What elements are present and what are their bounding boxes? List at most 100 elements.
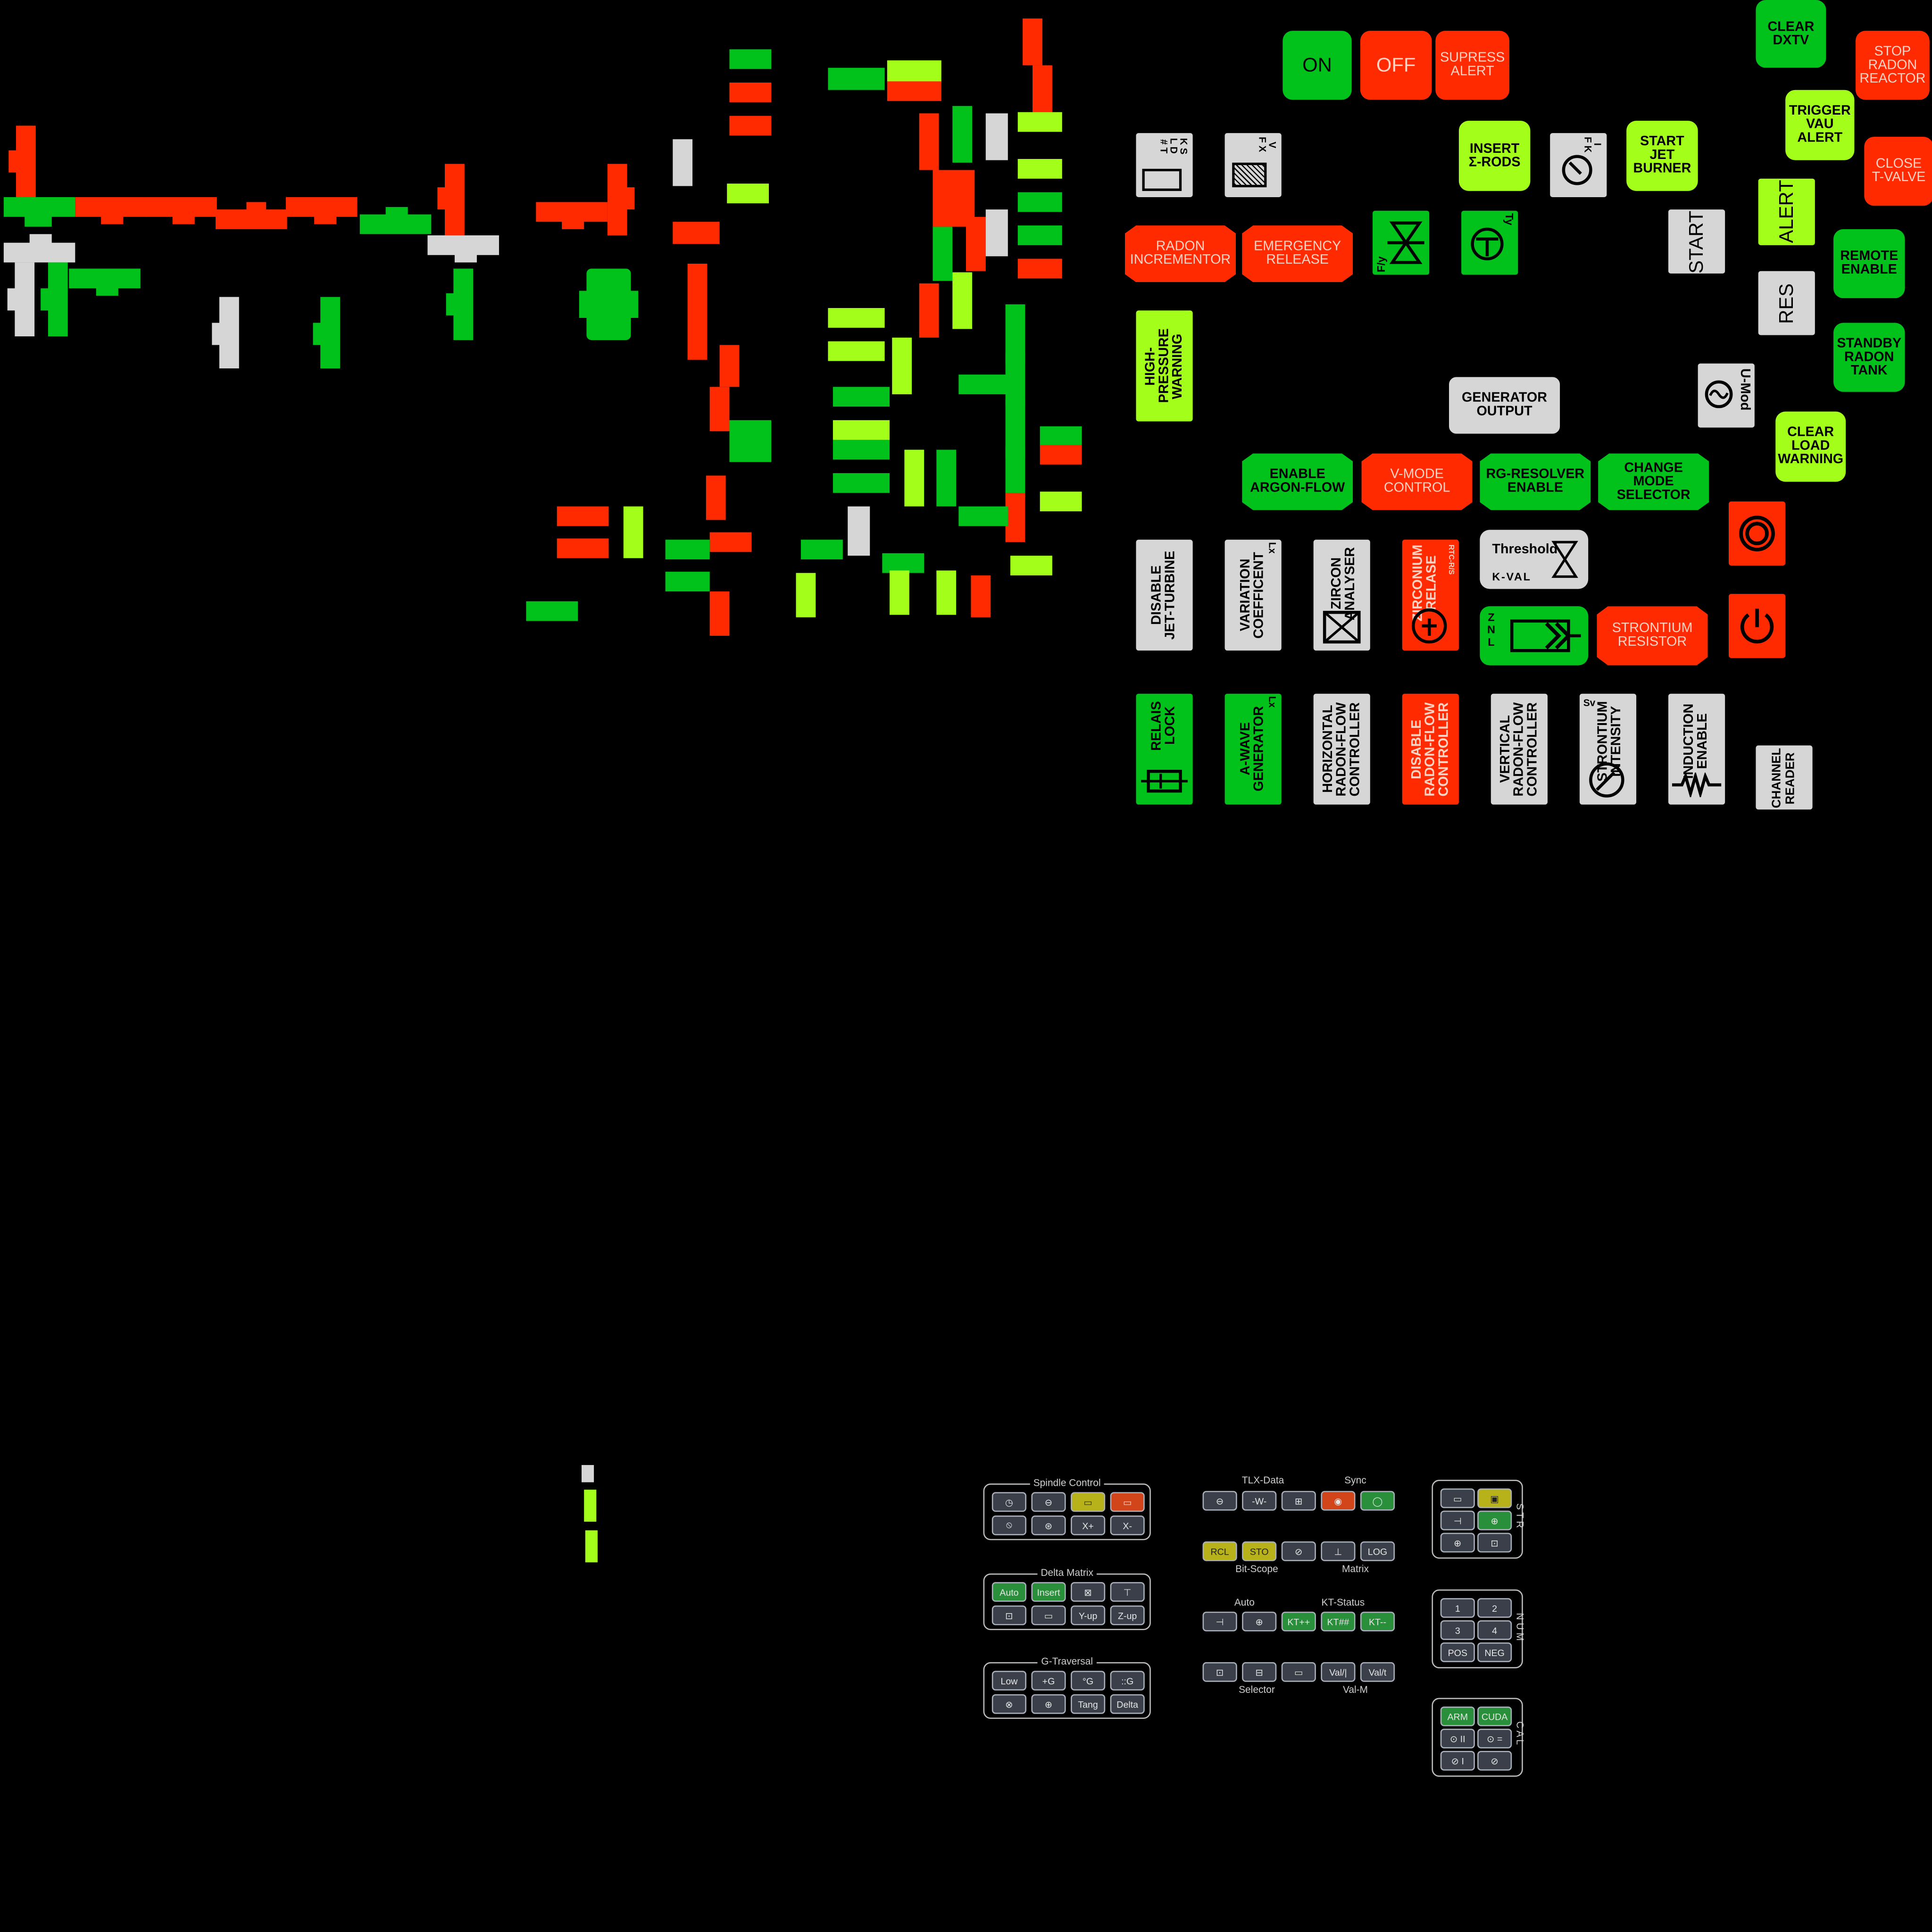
cal-key-6[interactable]: ⊘ [1477, 1751, 1512, 1771]
close-t-valve-button[interactable]: CLOSE T-VALVE [1864, 136, 1932, 206]
delta-key-3[interactable]: ⊠ [1071, 1582, 1106, 1602]
zircon-analyser-button[interactable]: ZIRCON ANALYSER [1313, 540, 1370, 651]
kt-key-hash[interactable]: KT## [1321, 1611, 1356, 1632]
trigger-vau-alert-button[interactable]: TRIGGER VAU ALERT [1785, 90, 1855, 160]
gtrav-key-delta[interactable]: Delta [1110, 1694, 1145, 1714]
rg-resolver-enable-button[interactable]: RG-RESOLVER ENABLE [1480, 453, 1591, 510]
delta-key-insert[interactable]: Insert [1031, 1582, 1066, 1602]
delta-key-4[interactable]: ⊤ [1110, 1582, 1145, 1602]
selector-key-3[interactable]: ▭ [1281, 1662, 1316, 1682]
spindle-key-5[interactable]: ⦸ [991, 1516, 1026, 1535]
fy-valve-button[interactable]: F/y [1373, 210, 1430, 275]
selector-key-2[interactable]: ⊟ [1242, 1662, 1277, 1682]
gtrav-key-deg-g[interactable]: °G [1071, 1671, 1106, 1690]
vertical-radon-flow-button[interactable]: VERTICAL RADON-FLOW CONTROLLER [1491, 693, 1548, 805]
channel-reader-button[interactable]: CHANNEL READER [1756, 745, 1813, 810]
disable-radon-flow-button[interactable]: DISABLE RADON-FLOW CONTROLLER [1402, 693, 1459, 805]
str-key-6[interactable]: ⊡ [1477, 1532, 1512, 1553]
tlx-key-2[interactable]: -W- [1242, 1491, 1277, 1511]
spindle-key-6[interactable]: ⊛ [1031, 1516, 1066, 1535]
a-wave-generator-button[interactable]: A-WAVE GENERATOR Lx [1224, 693, 1282, 805]
sync-key-2[interactable]: ◯ [1360, 1491, 1395, 1511]
auto-key-1[interactable]: ⊣ [1202, 1611, 1237, 1632]
standby-radon-tank-button[interactable]: STANDBY RADON TANK [1833, 323, 1905, 392]
spindle-key-1[interactable]: ◷ [991, 1492, 1026, 1512]
delta-key-5[interactable]: ⊡ [991, 1605, 1026, 1625]
gtrav-key-low[interactable]: Low [991, 1671, 1026, 1690]
strontium-intensity-button[interactable]: STRONTIUM INTENSITY Sv [1579, 693, 1637, 805]
str-key-4[interactable]: ⊕ [1477, 1510, 1512, 1531]
auto-key-2[interactable]: ⊕ [1242, 1611, 1277, 1632]
variation-coefficient-button[interactable]: VARIATION COEFFICENT Lx [1224, 540, 1282, 651]
tlx-key-3[interactable]: ⊞ [1281, 1491, 1316, 1511]
delta-key-z-up[interactable]: Z-up [1110, 1605, 1145, 1625]
alert-button[interactable]: ALERT [1758, 178, 1815, 245]
num-key-pos[interactable]: POS [1440, 1642, 1475, 1662]
matrix-key-1[interactable]: ⊥ [1321, 1541, 1356, 1561]
spindle-key-4[interactable]: ▭ [1110, 1492, 1145, 1512]
valm-key-1[interactable]: Val/| [1321, 1662, 1356, 1682]
delta-key-y-up[interactable]: Y-up [1071, 1605, 1106, 1625]
cal-key-5[interactable]: ⊘ I [1440, 1751, 1475, 1771]
supress-alert-button[interactable]: SUPRESS ALERT [1435, 31, 1509, 100]
num-key-4[interactable]: 4 [1477, 1620, 1512, 1640]
cal-key-4[interactable]: ⊙ = [1477, 1728, 1512, 1749]
change-mode-selector-button[interactable]: CHANGE MODE SELECTOR [1598, 453, 1709, 510]
kt-key-minus[interactable]: KT-- [1360, 1611, 1395, 1632]
power-button[interactable] [1728, 594, 1786, 658]
valm-key-2[interactable]: Val/t [1360, 1662, 1395, 1682]
zirconium-relase-button[interactable]: ZIRCONIUM RELASE RTC-R/S [1402, 540, 1459, 651]
gtrav-key-plus-g[interactable]: +G [1031, 1671, 1066, 1690]
start-jet-burner-button[interactable]: START JET BURNER [1626, 121, 1698, 191]
res-button[interactable]: RES [1758, 271, 1815, 335]
gtrav-key-6[interactable]: ⊕ [1031, 1694, 1066, 1714]
enable-argon-flow-button[interactable]: ENABLE ARGON-FLOW [1242, 453, 1353, 510]
bitscope-key-sto[interactable]: STO [1242, 1541, 1277, 1561]
remote-enable-button[interactable]: REMOTE ENABLE [1833, 229, 1905, 299]
horizontal-radon-flow-button[interactable]: HORIZONTAL RADON-FLOW CONTROLLER [1313, 693, 1370, 805]
emergency-release-button[interactable]: EMERGENCY RELEASE [1242, 225, 1353, 283]
cal-key-cuda[interactable]: CUDA [1477, 1706, 1512, 1726]
ty-transistor-button[interactable]: Ty [1461, 210, 1518, 275]
delta-key-6[interactable]: ▭ [1031, 1605, 1066, 1625]
induction-enable-button[interactable]: INDUCTION ENABLE [1668, 693, 1725, 805]
delta-key-auto[interactable]: Auto [991, 1582, 1026, 1602]
disable-jet-turbine-button[interactable]: DISABLE JET-TURBINE [1136, 540, 1193, 651]
matrix-key-log[interactable]: LOG [1360, 1541, 1395, 1561]
num-key-1[interactable]: 1 [1440, 1598, 1475, 1618]
off-button[interactable]: OFF [1360, 31, 1432, 100]
high-pressure-warning-button[interactable]: HIGH-PRESSURE WARNING [1136, 310, 1193, 422]
u-mod-button[interactable]: U-Mod [1698, 363, 1755, 428]
num-key-2[interactable]: 2 [1477, 1598, 1512, 1618]
spindle-key-3[interactable]: ▭ [1071, 1492, 1106, 1512]
stop-radon-reactor-button[interactable]: STOP RADON REACTOR [1856, 31, 1930, 100]
v-mode-control-button[interactable]: V-MODE CONTROL [1361, 453, 1473, 510]
tlx-key-1[interactable]: ⊖ [1202, 1491, 1237, 1511]
gtrav-key-tang[interactable]: Tang [1071, 1694, 1106, 1714]
selector-key-1[interactable]: ⊡ [1202, 1662, 1237, 1682]
ifk-dial-button[interactable]: I F K [1550, 133, 1607, 197]
cal-key-arm[interactable]: ARM [1440, 1706, 1475, 1726]
str-key-2[interactable]: ▣ [1477, 1488, 1512, 1508]
num-key-neg[interactable]: NEG [1477, 1642, 1512, 1662]
sync-key-1[interactable]: ◉ [1321, 1491, 1356, 1511]
str-key-5[interactable]: ⊕ [1440, 1532, 1475, 1553]
str-key-1[interactable]: ▭ [1440, 1488, 1475, 1508]
num-key-3[interactable]: 3 [1440, 1620, 1475, 1640]
on-button[interactable]: ON [1282, 31, 1352, 100]
generator-output-button[interactable]: GENERATOR OUTPUT [1449, 377, 1560, 434]
ring-button[interactable] [1728, 501, 1786, 566]
str-key-3[interactable]: ⊣ [1440, 1510, 1475, 1531]
start-button[interactable]: START [1668, 209, 1725, 274]
clear-load-warning-button[interactable]: CLEAR LOAD WARNING [1775, 411, 1846, 482]
spindle-key-x-minus[interactable]: X- [1110, 1516, 1145, 1535]
spindle-key-x-plus[interactable]: X+ [1071, 1516, 1106, 1535]
znl-capacitor-button[interactable]: Z N L [1480, 606, 1589, 666]
insert-rods-button[interactable]: INSERT Σ-RODS [1458, 121, 1531, 191]
ksld-switch[interactable]: K S L D # T [1136, 133, 1193, 197]
strontium-resistor-button[interactable]: STRONTIUM RESISTOR [1597, 606, 1708, 666]
radon-incrementor-button[interactable]: RADON INCREMENTOR [1124, 225, 1236, 283]
cal-key-3[interactable]: ⊙ II [1440, 1728, 1475, 1749]
bitscope-key-rcl[interactable]: RCL [1202, 1541, 1237, 1561]
relais-lock-button[interactable]: RELAIS LOCK [1136, 693, 1193, 805]
